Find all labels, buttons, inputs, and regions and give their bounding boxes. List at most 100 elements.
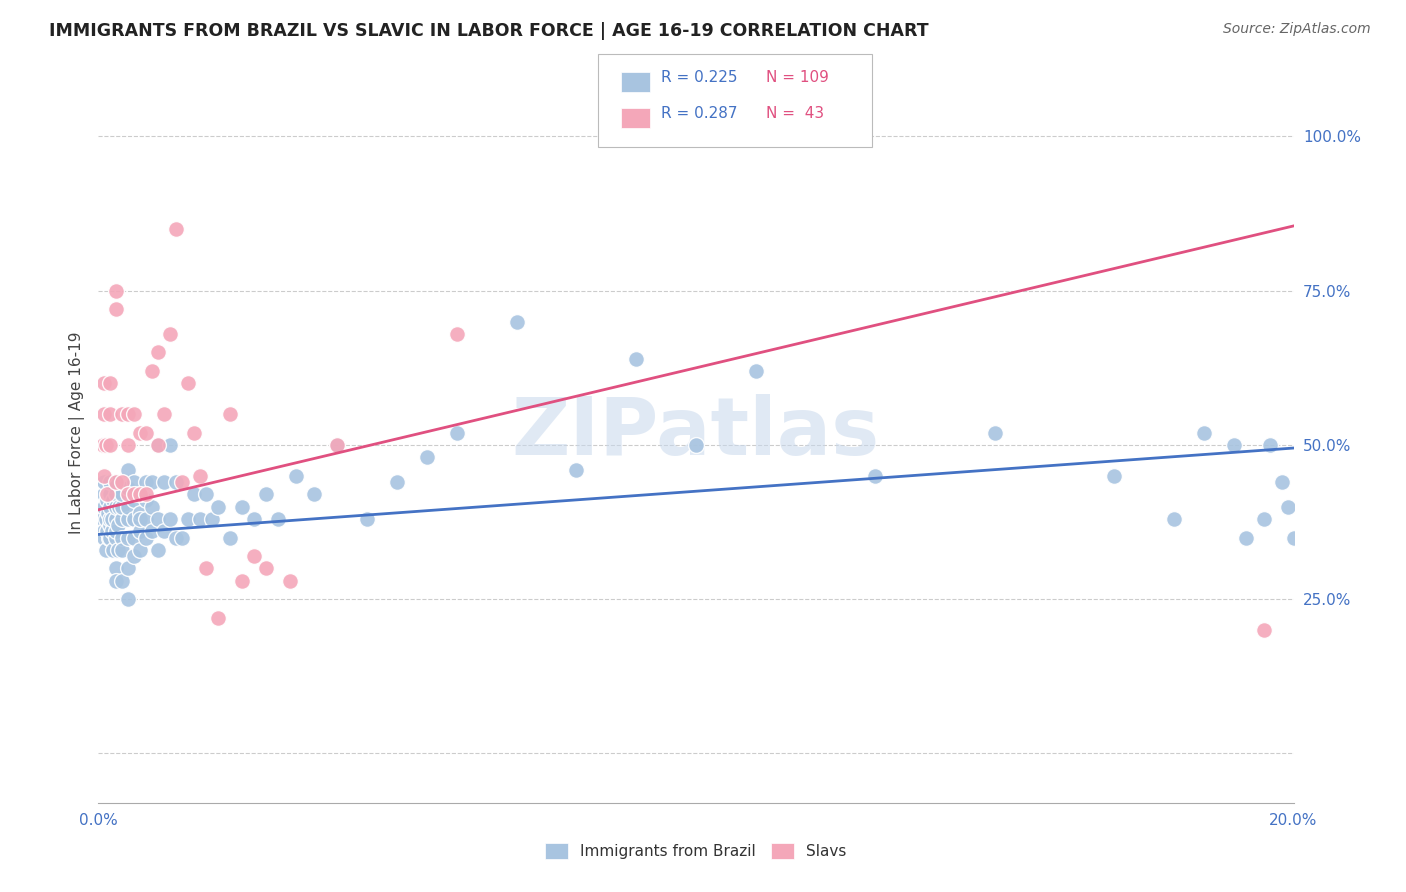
Point <box>96 493 118 508</box>
Point <box>1223 438 1246 452</box>
Point <box>97 506 120 520</box>
Text: IMMIGRANTS FROM BRAZIL VS SLAVIC IN LABOR FORCE | AGE 16-19 CORRELATION CHART: IMMIGRANTS FROM BRAZIL VS SLAVIC IN LABO… <box>49 22 929 40</box>
Legend: Immigrants from Brazil, Slavs: Immigrants from Brazil, Slavs <box>538 838 853 865</box>
Point <box>506 315 529 329</box>
Point <box>148 512 170 526</box>
Point <box>1277 500 1299 514</box>
Point <box>135 487 157 501</box>
Point <box>267 512 290 526</box>
Point <box>111 407 134 421</box>
Point <box>93 487 115 501</box>
Point <box>159 326 181 341</box>
Point <box>105 531 128 545</box>
Point <box>141 475 163 489</box>
Point <box>153 524 176 539</box>
Point <box>135 475 157 489</box>
Point <box>105 512 128 526</box>
Point <box>93 524 115 539</box>
Point <box>159 512 181 526</box>
Point <box>148 345 170 359</box>
Point <box>129 506 152 520</box>
Point <box>984 425 1007 440</box>
Point <box>356 512 378 526</box>
Point <box>177 376 200 391</box>
Point <box>626 351 648 366</box>
Point <box>865 468 887 483</box>
Point <box>135 531 157 545</box>
Point <box>278 574 301 588</box>
Point <box>195 487 218 501</box>
Point <box>111 475 134 489</box>
Point <box>117 500 139 514</box>
Point <box>124 512 146 526</box>
Point <box>91 438 114 452</box>
Point <box>105 302 128 317</box>
Point <box>117 512 139 526</box>
Point <box>98 475 122 489</box>
Point <box>153 475 176 489</box>
Point <box>105 284 128 298</box>
Point <box>105 500 128 514</box>
Point <box>111 531 134 545</box>
Point <box>124 531 146 545</box>
Point <box>183 487 205 501</box>
Point <box>129 425 152 440</box>
Point <box>219 531 242 545</box>
Point <box>117 462 139 476</box>
Point <box>135 512 157 526</box>
Point <box>446 425 468 440</box>
Point <box>188 468 211 483</box>
Point <box>111 574 134 588</box>
Point <box>231 574 253 588</box>
Point <box>93 407 115 421</box>
Point <box>98 512 122 526</box>
Point <box>565 462 588 476</box>
Point <box>93 500 115 514</box>
Point <box>93 475 115 489</box>
Point <box>141 524 163 539</box>
Point <box>93 531 115 545</box>
Point <box>141 364 163 378</box>
Point <box>201 512 224 526</box>
Point <box>416 450 439 465</box>
Point <box>100 524 122 539</box>
Point <box>111 487 134 501</box>
Point <box>98 531 121 545</box>
Point <box>93 376 115 391</box>
Point <box>302 487 325 501</box>
Point <box>195 561 218 575</box>
Point <box>105 524 128 539</box>
Point <box>1258 438 1281 452</box>
Point <box>107 518 129 533</box>
Point <box>98 438 122 452</box>
Point <box>254 487 277 501</box>
Point <box>129 542 152 557</box>
Point <box>177 512 200 526</box>
Text: ZIPatlas: ZIPatlas <box>512 393 880 472</box>
Point <box>93 468 115 483</box>
Point <box>129 512 152 526</box>
Point <box>243 549 266 563</box>
Point <box>98 376 122 391</box>
Point <box>129 487 152 501</box>
Text: R = 0.225: R = 0.225 <box>661 70 737 85</box>
Point <box>165 475 187 489</box>
Point <box>1104 468 1126 483</box>
Point <box>117 487 139 501</box>
Point <box>96 487 118 501</box>
Point <box>105 475 128 489</box>
Point <box>188 512 211 526</box>
Point <box>745 364 768 378</box>
Point <box>219 407 242 421</box>
Point <box>124 487 146 501</box>
Point <box>117 407 139 421</box>
Point <box>165 531 187 545</box>
Point <box>97 487 120 501</box>
Point <box>1163 512 1185 526</box>
Point <box>254 561 277 575</box>
Point <box>94 438 117 452</box>
Point <box>172 531 194 545</box>
Point <box>117 592 139 607</box>
Point <box>117 438 139 452</box>
Point <box>207 611 229 625</box>
